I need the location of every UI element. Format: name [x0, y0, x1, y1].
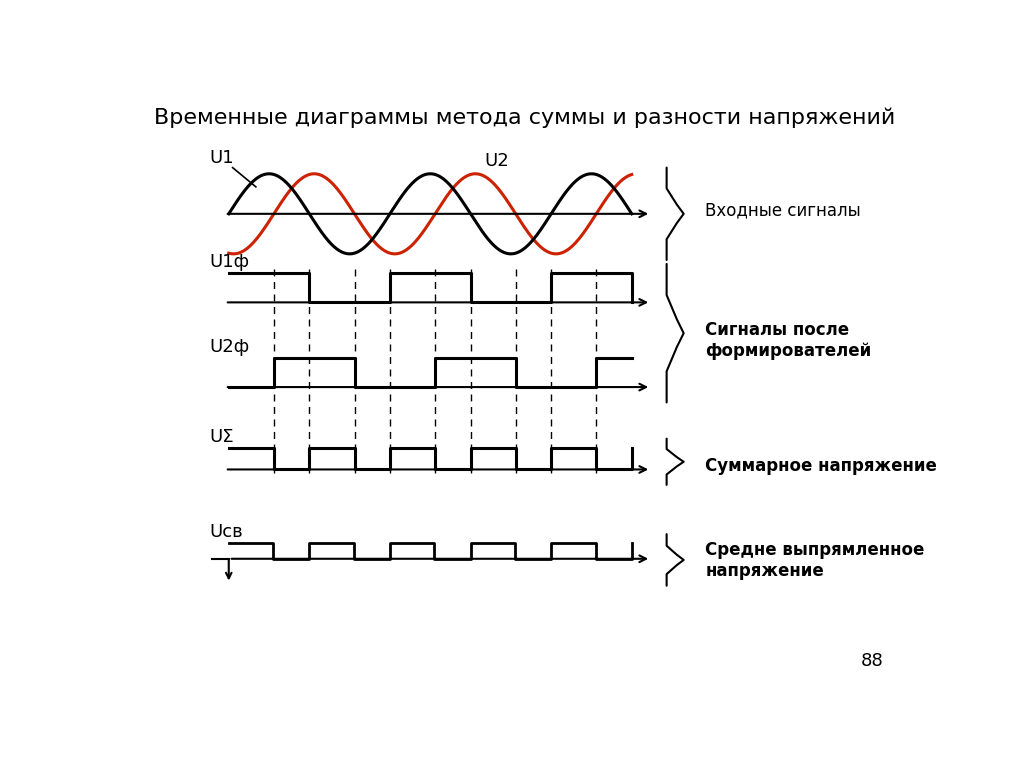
Text: U2ф: U2ф	[209, 338, 250, 356]
Text: U1ф: U1ф	[209, 253, 250, 271]
Text: U2: U2	[484, 153, 509, 170]
Text: Средне выпрямленное
напряжение: Средне выпрямленное напряжение	[706, 541, 925, 580]
Text: Временные диаграммы метода суммы и разности напряжений: Временные диаграммы метода суммы и разно…	[155, 108, 895, 127]
Text: Uсв: Uсв	[209, 523, 243, 541]
Text: U1: U1	[209, 150, 234, 167]
Text: Сигналы после
формирователей: Сигналы после формирователей	[706, 322, 871, 360]
Text: UΣ: UΣ	[209, 428, 234, 446]
Text: 88: 88	[861, 652, 884, 670]
Text: Суммарное напряжение: Суммарное напряжение	[706, 457, 937, 475]
Text: Входные сигналы: Входные сигналы	[706, 201, 861, 219]
